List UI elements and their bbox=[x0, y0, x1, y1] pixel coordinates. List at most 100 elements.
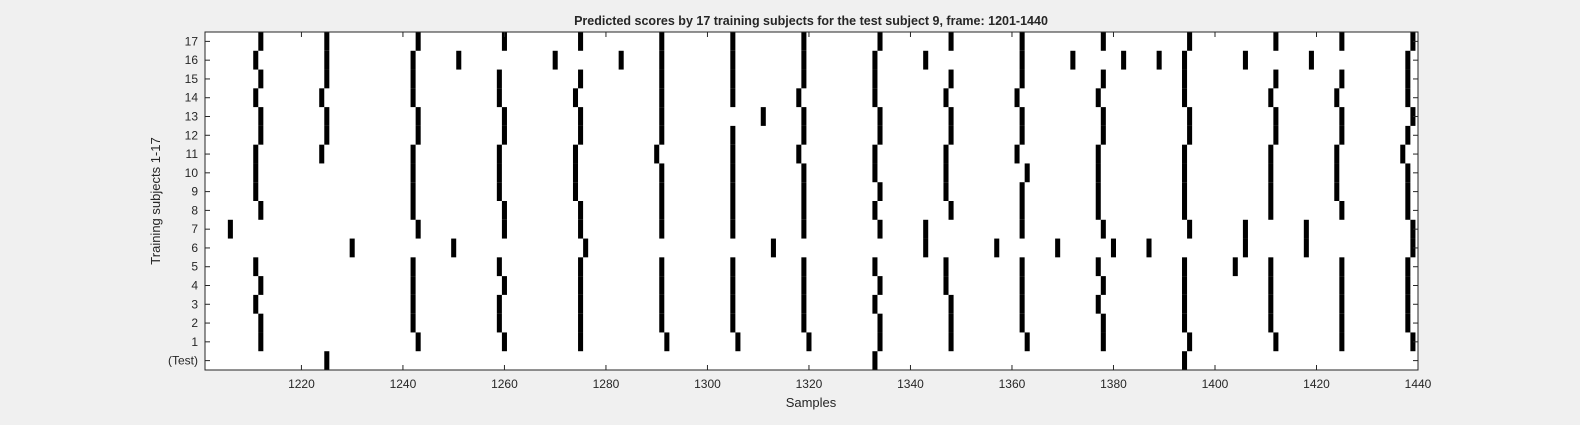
event-mark bbox=[877, 332, 883, 352]
event-mark bbox=[618, 50, 624, 70]
event-mark bbox=[730, 219, 736, 239]
event-mark bbox=[578, 125, 584, 145]
event-mark bbox=[1187, 125, 1193, 145]
event-mark bbox=[1405, 313, 1411, 333]
event-mark bbox=[770, 238, 776, 258]
event-mark bbox=[659, 88, 665, 108]
y-tick-label: 8 bbox=[191, 203, 198, 217]
event-mark bbox=[801, 163, 807, 183]
event-mark bbox=[253, 50, 259, 70]
event-mark bbox=[410, 50, 416, 70]
event-mark bbox=[943, 276, 949, 295]
event-mark bbox=[1146, 238, 1152, 258]
x-tick-label: 1400 bbox=[1202, 377, 1229, 391]
event-mark bbox=[872, 50, 878, 70]
event-mark bbox=[501, 276, 507, 295]
event-marks bbox=[227, 32, 1416, 370]
event-mark bbox=[1232, 257, 1238, 277]
event-mark bbox=[1182, 163, 1188, 183]
event-mark bbox=[410, 276, 416, 295]
event-mark bbox=[1182, 276, 1188, 295]
event-mark bbox=[1100, 32, 1106, 51]
event-mark bbox=[1095, 144, 1101, 164]
event-mark bbox=[253, 182, 259, 201]
event-mark bbox=[948, 201, 954, 220]
event-mark bbox=[1055, 238, 1061, 258]
event-mark bbox=[1242, 50, 1248, 70]
x-tick-label: 1360 bbox=[999, 377, 1026, 391]
event-mark bbox=[1334, 144, 1340, 164]
event-mark bbox=[572, 182, 579, 201]
event-mark bbox=[415, 107, 421, 126]
event-mark bbox=[1100, 107, 1106, 126]
event-mark bbox=[943, 257, 949, 277]
event-mark bbox=[415, 332, 421, 352]
event-mark bbox=[258, 32, 264, 51]
event-mark bbox=[806, 332, 812, 352]
event-mark bbox=[659, 32, 665, 51]
event-mark bbox=[258, 107, 264, 126]
event-mark bbox=[1400, 144, 1406, 164]
event-mark bbox=[1405, 182, 1411, 201]
event-mark bbox=[324, 69, 330, 89]
event-mark bbox=[801, 32, 807, 51]
x-tick-label: 1300 bbox=[694, 377, 721, 391]
event-mark bbox=[654, 144, 660, 164]
event-mark bbox=[496, 313, 502, 333]
event-mark bbox=[1070, 50, 1076, 70]
event-mark bbox=[501, 201, 507, 220]
event-mark bbox=[324, 107, 330, 126]
event-mark bbox=[994, 238, 1000, 258]
event-mark bbox=[1156, 50, 1162, 70]
event-mark bbox=[496, 163, 502, 183]
event-mark bbox=[801, 294, 807, 314]
event-mark bbox=[324, 32, 330, 51]
event-mark bbox=[496, 294, 502, 314]
event-mark bbox=[801, 201, 807, 220]
event-mark bbox=[1095, 163, 1101, 183]
event-mark bbox=[872, 144, 878, 164]
event-mark bbox=[943, 182, 949, 201]
event-mark bbox=[877, 107, 883, 126]
event-mark bbox=[1410, 219, 1416, 239]
event-mark bbox=[1095, 201, 1101, 220]
event-mark bbox=[659, 201, 665, 220]
event-mark bbox=[1182, 88, 1188, 108]
event-mark bbox=[1273, 69, 1279, 89]
event-mark bbox=[1339, 32, 1345, 51]
y-tick-label: 14 bbox=[185, 91, 199, 105]
y-tick-label: 11 bbox=[186, 147, 199, 161]
event-mark bbox=[1405, 294, 1411, 314]
event-mark bbox=[496, 144, 502, 164]
event-mark bbox=[872, 294, 878, 314]
event-mark bbox=[1410, 332, 1416, 352]
event-mark bbox=[1182, 201, 1188, 220]
event-mark bbox=[578, 276, 584, 295]
event-mark bbox=[451, 238, 457, 258]
event-mark bbox=[1273, 332, 1279, 352]
y-tick-label: 3 bbox=[191, 297, 198, 311]
event-mark bbox=[659, 276, 665, 295]
event-mark bbox=[1273, 125, 1279, 145]
event-mark bbox=[253, 88, 259, 108]
event-mark bbox=[578, 332, 584, 352]
y-tick-label: 13 bbox=[185, 110, 199, 124]
event-mark bbox=[730, 144, 736, 164]
x-tick-label: 1220 bbox=[288, 377, 315, 391]
event-mark bbox=[1268, 163, 1274, 183]
y-tick-label: 4 bbox=[191, 279, 198, 293]
event-mark bbox=[1014, 88, 1020, 108]
event-mark bbox=[456, 50, 462, 70]
event-mark bbox=[877, 276, 883, 295]
event-mark bbox=[1019, 257, 1025, 277]
event-mark bbox=[872, 257, 878, 277]
event-mark bbox=[730, 182, 736, 201]
event-mark bbox=[1268, 313, 1274, 333]
y-tick-label: 6 bbox=[191, 241, 198, 255]
event-mark bbox=[1405, 88, 1411, 108]
event-mark bbox=[943, 88, 949, 108]
event-mark bbox=[319, 144, 325, 164]
event-mark bbox=[1100, 69, 1106, 89]
y-tick-label: (Test) bbox=[168, 354, 198, 368]
event-mark bbox=[578, 219, 584, 239]
